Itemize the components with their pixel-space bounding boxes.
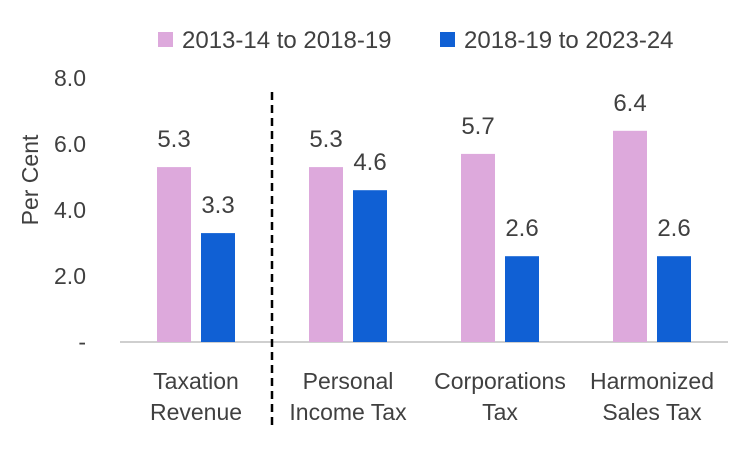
category-label: Taxation Revenue xyxy=(150,368,242,425)
bar xyxy=(201,233,235,342)
bar xyxy=(309,167,343,342)
data-labels: 5.3 3.3 5.3 4.6 5.7 2.6 6.4 2.6 xyxy=(157,90,690,242)
legend-label: 2018-19 to 2023-24 xyxy=(464,27,674,54)
category-label: Harmonized Sales Tax xyxy=(590,368,714,425)
y-axis-ticks: - 2.0 4.0 6.0 8.0 xyxy=(54,65,86,355)
category-labels: Taxation Revenue Personal Income Tax Corpora… xyxy=(150,368,714,425)
bar xyxy=(157,167,191,342)
legend-swatch xyxy=(440,32,455,47)
bar xyxy=(353,190,387,342)
data-label: 6.4 xyxy=(613,90,646,117)
data-label: 5.3 xyxy=(309,126,342,153)
data-label: 2.6 xyxy=(505,215,538,242)
data-label: 2.6 xyxy=(657,215,690,242)
data-label: 5.3 xyxy=(157,126,190,153)
y-axis-title: Per Cent xyxy=(17,134,43,225)
bar xyxy=(461,153,495,342)
data-label: 5.7 xyxy=(461,113,494,140)
y-tick-label: 4.0 xyxy=(54,197,86,223)
legend: 2013-14 to 2018-19 2018-19 to 2023-24 xyxy=(158,27,674,54)
bar xyxy=(613,130,647,342)
legend-swatch xyxy=(158,32,173,47)
category-label: Corporations Tax xyxy=(434,368,566,425)
bar xyxy=(657,256,691,342)
y-tick-label: 2.0 xyxy=(54,263,86,289)
y-tick-label: - xyxy=(78,329,86,355)
data-label: 4.6 xyxy=(353,149,386,176)
data-label: 3.3 xyxy=(201,192,234,219)
category-label: Personal Income Tax xyxy=(289,368,407,425)
bar xyxy=(505,256,539,342)
bars xyxy=(157,130,691,342)
y-tick-label: 6.0 xyxy=(54,131,86,157)
y-tick-label: 8.0 xyxy=(54,65,86,91)
legend-label: 2013-14 to 2018-19 xyxy=(182,27,392,54)
